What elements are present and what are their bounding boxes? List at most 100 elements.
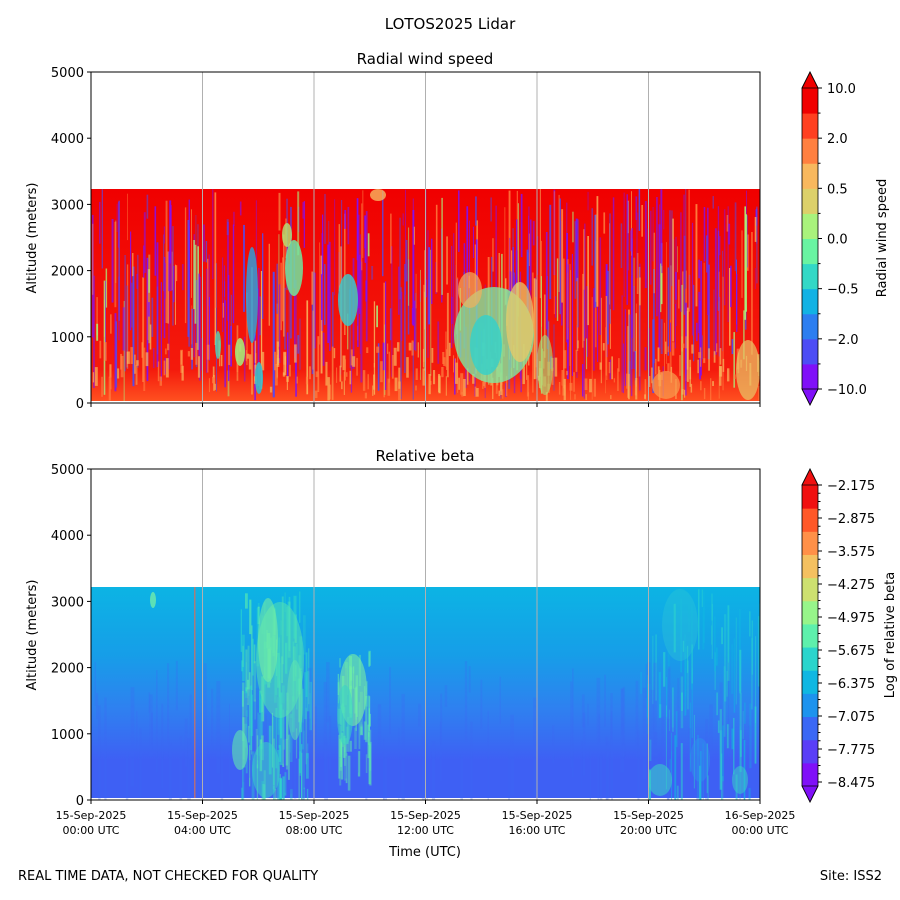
- beta-streak: [605, 736, 608, 800]
- wind-streak: [681, 343, 685, 348]
- beta-streak: [274, 789, 277, 800]
- wind-streak: [255, 200, 257, 291]
- beta-streak: [668, 666, 671, 770]
- beta-streak: [355, 719, 359, 773]
- colorbar-tick-label: −0.5: [827, 283, 859, 298]
- wind-streak: [575, 349, 578, 372]
- wind-patch: [370, 189, 386, 201]
- wind-streak: [306, 300, 309, 395]
- wind-streak: [699, 300, 702, 380]
- wind-streak: [198, 276, 201, 381]
- beta-streak: [244, 693, 248, 724]
- beta-streak: [418, 703, 422, 727]
- wind-streak: [329, 384, 332, 400]
- beta-streak: [345, 753, 348, 784]
- wind-heatmap-patches: [215, 189, 760, 400]
- wind-streak: [262, 351, 265, 371]
- wind-streak: [148, 254, 151, 344]
- beta-streak: [581, 694, 585, 728]
- wind-streak: [455, 362, 458, 384]
- beta-streak: [696, 756, 700, 800]
- beta-streak: [125, 754, 129, 800]
- wind-streak: [695, 204, 698, 307]
- wind-streak: [92, 223, 94, 295]
- beta-streak: [175, 660, 178, 711]
- colorbar-tick-label: −2.175: [827, 479, 875, 494]
- beta-streak: [688, 604, 690, 633]
- wind-streak: [638, 189, 641, 231]
- wind-streak: [681, 389, 684, 395]
- beta-streak: [650, 689, 655, 784]
- beta-streak: [295, 728, 298, 759]
- beta-streak: [681, 692, 683, 711]
- beta-streak: [245, 649, 248, 692]
- beta-streak: [647, 676, 649, 735]
- wind-streak: [712, 381, 714, 386]
- wind-streak: [289, 364, 291, 377]
- wind-streak: [341, 381, 343, 390]
- wind-streak: [539, 189, 541, 299]
- colorbar-segment: [802, 338, 818, 365]
- wind-streak: [675, 271, 677, 300]
- beta-streak: [731, 644, 734, 694]
- wind-streak: [660, 189, 663, 266]
- beta-streak: [698, 589, 700, 650]
- wind-streak: [193, 240, 195, 310]
- wind-streak: [156, 286, 159, 355]
- wind-streak: [635, 313, 637, 387]
- wind-streak: [364, 392, 367, 399]
- beta-streak: [673, 603, 676, 653]
- wind-streak: [312, 310, 314, 370]
- wind-streak: [441, 367, 444, 378]
- wind-streak: [605, 327, 606, 394]
- wind-streak: [608, 362, 611, 374]
- wind-patch: [285, 240, 303, 296]
- panel2-gridlines: [202, 469, 649, 800]
- wind-streak: [282, 257, 284, 322]
- beta-streak: [674, 735, 677, 800]
- wind-streak: [317, 336, 320, 392]
- wind-streak: [708, 348, 710, 371]
- wind-streak: [591, 208, 593, 266]
- wind-streak: [377, 343, 380, 391]
- wind-streak: [710, 378, 712, 401]
- wind-streak: [723, 209, 726, 306]
- beta-streak: [303, 787, 306, 800]
- wind-streak: [754, 268, 756, 289]
- wind-streak: [576, 277, 579, 351]
- beta-streak: [377, 704, 382, 751]
- beta-streak: [533, 697, 537, 796]
- beta-streak: [719, 682, 723, 731]
- beta-streak: [151, 712, 153, 750]
- wind-streak: [195, 279, 198, 368]
- beta-streak: [421, 733, 426, 800]
- beta-streak: [711, 603, 713, 659]
- wind-streak: [734, 202, 737, 272]
- beta-streak: [597, 755, 600, 800]
- wind-streak: [587, 236, 589, 326]
- beta-streak: [288, 718, 293, 794]
- beta-streak: [344, 711, 348, 779]
- site-label: Site: ISS2: [819, 869, 882, 884]
- wind-streak: [350, 354, 353, 393]
- colorbar-segment: [802, 363, 818, 390]
- wind-streak: [272, 271, 275, 398]
- wind-streak: [633, 285, 635, 369]
- wind-streak: [659, 204, 660, 275]
- beta-streak: [360, 722, 362, 735]
- wind-streak: [314, 390, 318, 398]
- panel1-y-axis-label: Altitude (meters): [25, 183, 40, 294]
- wind-streak: [684, 348, 687, 396]
- wind-streak: [408, 342, 412, 351]
- wind-streak: [168, 251, 170, 292]
- wind-streak: [132, 266, 135, 387]
- x-tick-label-date: 16-Sep-2025: [725, 809, 796, 822]
- wind-streak: [582, 273, 584, 348]
- wind-streak: [243, 224, 245, 312]
- beta-streak: [705, 719, 709, 800]
- wind-streak: [611, 356, 613, 380]
- wind-streak: [630, 230, 632, 252]
- wind-streak: [361, 203, 363, 271]
- wind-streak: [168, 283, 170, 370]
- wind-streak: [163, 360, 166, 376]
